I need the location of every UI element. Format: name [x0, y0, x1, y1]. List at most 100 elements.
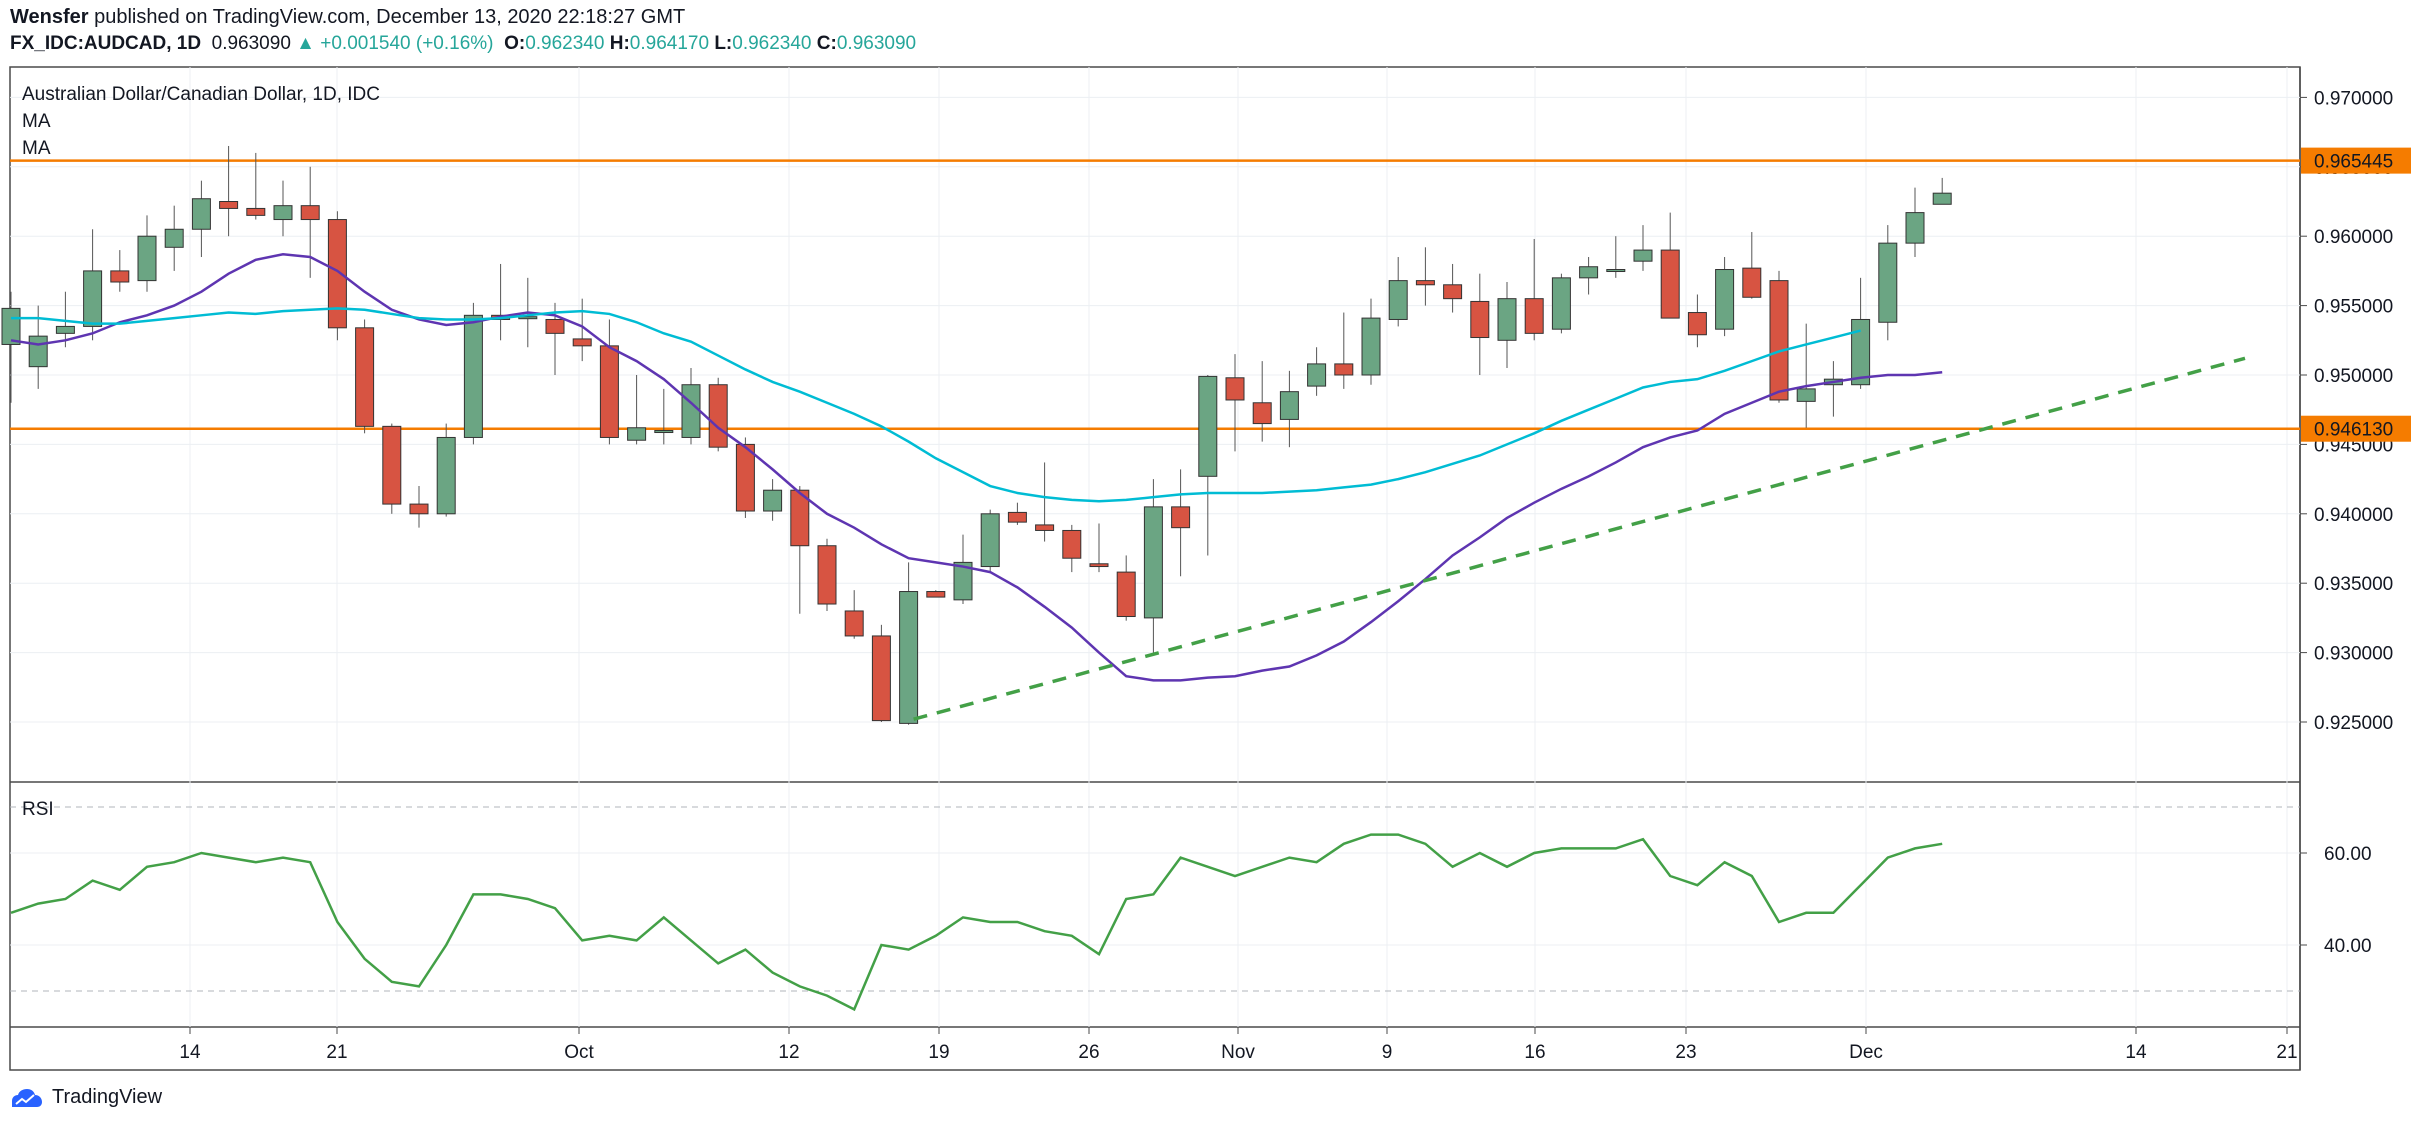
candle-body [654, 430, 674, 434]
candle-body [1742, 267, 1762, 298]
published-text: published on TradingView.com, December 1… [94, 6, 686, 28]
candle-body [599, 345, 619, 438]
author-name[interactable]: Wensfer [10, 6, 89, 28]
rsi-tick-label: 60.00 [2324, 844, 2372, 865]
ohlc-line: FX_IDC:AUDCAD, 1D 0.963090 ▲ +0.001540 (… [10, 31, 916, 57]
high-value: 0.964170 [629, 33, 710, 54]
ma-legend-1[interactable]: MA [22, 111, 51, 132]
price-tick-label: 0.925000 [2314, 713, 2393, 734]
candle-body [1089, 563, 1109, 568]
candle-body [55, 325, 75, 334]
candle-body [436, 436, 456, 515]
candle-body [273, 205, 293, 221]
candle-body [1796, 388, 1816, 402]
candle-body [926, 591, 946, 598]
candle-body [899, 591, 919, 724]
candle-body [1606, 269, 1626, 273]
candle-body [1252, 402, 1272, 425]
close-value: 0.963090 [836, 33, 917, 54]
time-tick-label: Nov [1221, 1042, 1255, 1063]
candle-body [572, 338, 592, 347]
level-price-label: 0.946130 [2314, 420, 2393, 441]
price-tick-label: 0.935000 [2314, 574, 2393, 595]
candle-body [708, 384, 728, 448]
candle-body [1851, 318, 1871, 386]
candle-body [1279, 391, 1299, 420]
ma-legend-2[interactable]: MA [22, 138, 51, 159]
candle-body [1905, 212, 1925, 244]
candle-body [518, 316, 538, 320]
footer-brand[interactable]: TradingView [52, 1086, 163, 1108]
candle-body [1361, 317, 1381, 376]
candle-body [627, 427, 647, 441]
candle-body [382, 425, 402, 505]
time-tick-label: 9 [1382, 1042, 1393, 1063]
candle-body [817, 545, 837, 605]
candle-body [1687, 312, 1707, 336]
time-tick-label: 26 [1078, 1042, 1099, 1063]
price-tick-label: 0.950000 [2314, 366, 2393, 387]
last-price: 0.963090 [211, 33, 291, 54]
candle-body [300, 205, 320, 221]
candle-body [1633, 249, 1653, 262]
candle-body [1497, 298, 1517, 341]
time-tick-label: 16 [1524, 1042, 1545, 1063]
time-tick-label: Dec [1849, 1042, 1883, 1063]
high-label: H: [609, 33, 630, 54]
candle-body [1307, 363, 1327, 387]
time-tick-label: 21 [2276, 1042, 2297, 1063]
candle-body [1007, 511, 1027, 523]
candle-body [844, 610, 864, 637]
price-tick-label: 0.960000 [2314, 227, 2393, 248]
publish-line: Wensfer published on TradingView.com, De… [10, 4, 685, 30]
candle-body [1171, 506, 1191, 529]
time-tick-label: 23 [1675, 1042, 1696, 1063]
open-value: 0.962340 [525, 33, 605, 54]
candle-body [980, 513, 1000, 568]
candle-body [1443, 284, 1463, 300]
candle-body [1388, 280, 1408, 320]
low-label: L: [714, 33, 733, 54]
candle-body [28, 335, 48, 368]
candle-body [1932, 192, 1952, 205]
candle-body [1415, 280, 1435, 286]
candle-body [463, 314, 483, 438]
candle-body [110, 270, 130, 283]
price-tick-label: 0.970000 [2314, 88, 2393, 109]
up-arrow-icon: ▲ [296, 33, 315, 54]
candle-body [1715, 269, 1735, 330]
candle-body [1579, 266, 1599, 279]
rsi-legend[interactable]: RSI [22, 799, 54, 820]
trend-line[interactable] [913, 356, 2246, 721]
moving-average-line [10, 252, 1943, 682]
candle-body [1, 307, 21, 345]
candle-body [790, 489, 810, 547]
candle-body [83, 270, 103, 327]
low-value: 0.962340 [732, 33, 812, 54]
rsi-tick-label: 40.00 [2324, 936, 2372, 957]
candle-body [137, 235, 157, 282]
candle-body [1062, 529, 1082, 559]
candle-body [1524, 298, 1544, 334]
tradingview-logo-icon[interactable] [10, 1087, 44, 1109]
candle-body [409, 503, 429, 515]
time-tick-label: Oct [564, 1042, 594, 1063]
candle-body [327, 219, 347, 329]
time-tick-label: 21 [326, 1042, 347, 1063]
candle-body [164, 228, 184, 248]
level-price-label: 0.965445 [2314, 152, 2393, 173]
candle-body [1198, 375, 1218, 477]
candle-body [1143, 506, 1163, 619]
candle-body [1660, 249, 1680, 319]
open-label: O: [504, 33, 526, 54]
candle-body [219, 201, 239, 209]
symbol-label: FX_IDC:AUDCAD, 1D [10, 33, 202, 54]
moving-average-line [11, 307, 1861, 503]
candle-body [1334, 363, 1354, 376]
price-tick-label: 0.955000 [2314, 297, 2393, 318]
chart-legend-title: Australian Dollar/Canadian Dollar, 1D, I… [22, 84, 380, 105]
price-change: +0.001540 (+0.16%) [320, 33, 494, 54]
candle-body [355, 327, 375, 427]
candle-body [246, 207, 266, 216]
